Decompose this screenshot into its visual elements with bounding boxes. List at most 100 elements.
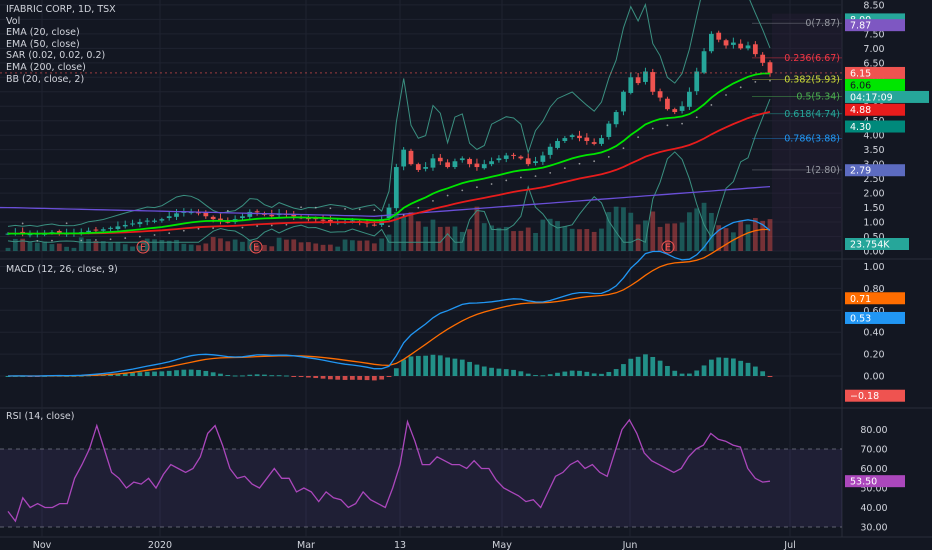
candle-body xyxy=(533,161,538,163)
macd-histogram-bar xyxy=(437,355,443,376)
volume-bar xyxy=(401,216,407,251)
macd-histogram-bar xyxy=(621,364,626,376)
macd-histogram-bar xyxy=(745,362,751,376)
macd-histogram-bar xyxy=(196,369,201,376)
volume-bar xyxy=(225,241,231,251)
candle-body xyxy=(328,220,333,223)
sar-dot xyxy=(182,229,185,232)
sar-dot xyxy=(578,162,581,165)
legend-vol[interactable]: Vol xyxy=(6,15,21,27)
volume-bar xyxy=(701,202,707,251)
sar-dot xyxy=(197,227,200,230)
sar-dot xyxy=(637,136,640,139)
legend-ema50[interactable]: EMA (50, close) xyxy=(6,38,80,50)
macd-histogram-bar xyxy=(430,354,436,376)
candle-body xyxy=(408,150,414,165)
volume-bar xyxy=(584,229,590,251)
volume-bar xyxy=(196,245,201,251)
macd-histogram-bar xyxy=(489,367,494,376)
legend-rsi[interactable]: RSI (14, close) xyxy=(6,411,75,422)
legend-ema20[interactable]: EMA (20, close) xyxy=(6,27,80,39)
macd-histogram-bar xyxy=(284,375,289,377)
macd-histogram-bar xyxy=(606,371,612,376)
legend-bb[interactable]: BB (20, close, 2) xyxy=(6,73,85,85)
macd-histogram-bar xyxy=(577,370,582,376)
sar-dot xyxy=(432,199,434,202)
sar-dot xyxy=(65,222,68,225)
candle-body xyxy=(767,62,773,73)
sar-dot xyxy=(651,127,654,130)
macd-histogram-bar xyxy=(408,356,414,376)
volume-bar xyxy=(547,218,553,251)
macd-histogram-bar xyxy=(181,369,187,376)
macd-histogram-bar xyxy=(401,359,407,376)
volume-bar xyxy=(379,238,385,251)
candle-body xyxy=(130,223,135,225)
badge-volume-bg xyxy=(845,238,909,250)
candle-body xyxy=(745,45,751,49)
candle-body xyxy=(137,222,143,225)
candle-body xyxy=(489,161,494,165)
candle-body xyxy=(606,123,612,137)
macd-histogram-bar xyxy=(122,373,128,376)
y-tick-label: 0.80 xyxy=(863,284,884,295)
candle-body xyxy=(467,158,472,165)
macd-histogram-bar xyxy=(547,374,553,376)
sar-dot xyxy=(21,222,24,225)
sar-dot xyxy=(563,167,566,170)
macd-histogram-bar xyxy=(203,370,209,376)
fib-label: 0.382(5.93) xyxy=(784,74,840,85)
y-tick-label: 60.00 xyxy=(860,464,887,475)
symbol-title[interactable]: IFABRIC CORP, 1D, TSX xyxy=(6,4,116,15)
macd-histogram-bar xyxy=(130,372,135,376)
sar-dot xyxy=(490,183,493,185)
volume-bar xyxy=(371,243,377,251)
candle-body xyxy=(635,77,641,84)
candle-body xyxy=(628,77,634,93)
volume-bar xyxy=(518,230,524,251)
sar-dot xyxy=(534,175,537,178)
macd-histogram-bar xyxy=(357,376,363,380)
sar-dot xyxy=(241,226,244,229)
volume-bar xyxy=(130,246,135,251)
badge-rsi-bg xyxy=(845,475,905,488)
candle-body xyxy=(613,112,619,125)
volume-bar xyxy=(474,206,480,251)
candle-body xyxy=(643,71,648,82)
legend-ema200[interactable]: EMA (200, close) xyxy=(6,61,86,73)
sar-dot xyxy=(153,234,156,236)
volume-bar xyxy=(760,220,766,251)
macd-histogram-bar xyxy=(232,375,238,377)
volume-bar xyxy=(284,239,289,251)
y-tick-label: 2.50 xyxy=(863,174,884,185)
volume-bar xyxy=(452,226,458,251)
volume-bar xyxy=(533,232,538,251)
legend-macd[interactable]: MACD (12, 26, close, 9) xyxy=(6,264,118,275)
volume-bar xyxy=(489,225,494,251)
volume-bar xyxy=(467,229,472,251)
macd-histogram-bar xyxy=(730,358,736,376)
sar-dot xyxy=(344,208,346,210)
legend-sar[interactable]: SAR (0.02, 0.02, 0.2) xyxy=(6,50,106,62)
candle-body xyxy=(210,216,216,220)
macd-histogram-bar xyxy=(306,376,311,378)
volume-bar xyxy=(569,228,575,251)
macd-histogram-bar xyxy=(452,358,458,376)
sar-dot xyxy=(270,224,273,227)
sar-dot xyxy=(622,147,625,150)
volume-bar xyxy=(650,211,656,251)
volume-bar xyxy=(276,237,282,251)
candle-body xyxy=(665,98,670,110)
y-tick-label: 30.00 xyxy=(860,523,887,534)
candle-body xyxy=(320,219,326,221)
main-legend: IFABRIC CORP, 1D, TSX Vol EMA (20, close… xyxy=(6,4,116,85)
volume-bar xyxy=(445,226,450,251)
candle-body xyxy=(152,220,157,222)
macd-histogram-bar xyxy=(335,376,341,380)
sar-dot xyxy=(314,206,317,209)
y-tick-label: 7.50 xyxy=(863,29,884,40)
y-tick-label: 3.50 xyxy=(863,145,884,156)
sar-dot xyxy=(358,208,361,211)
fib-label: 0.236(6.67) xyxy=(784,53,840,64)
